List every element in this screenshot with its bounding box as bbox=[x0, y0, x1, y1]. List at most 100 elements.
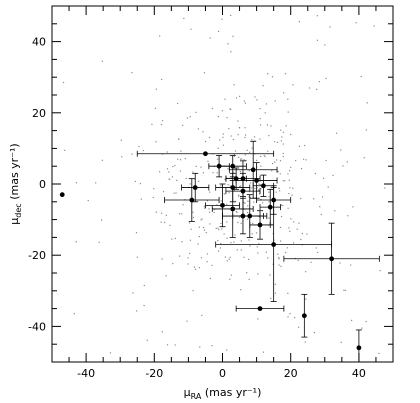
background-star bbox=[305, 271, 307, 273]
data-point bbox=[254, 178, 259, 183]
background-star bbox=[347, 215, 349, 217]
background-star bbox=[384, 187, 386, 189]
background-star bbox=[171, 238, 173, 240]
background-star bbox=[361, 327, 363, 329]
background-star bbox=[304, 144, 306, 147]
background-star bbox=[237, 120, 239, 122]
background-star bbox=[222, 144, 225, 146]
background-star bbox=[296, 228, 298, 230]
background-star bbox=[279, 160, 282, 162]
background-star bbox=[274, 100, 276, 102]
background-star bbox=[206, 200, 209, 202]
background-star bbox=[189, 239, 191, 241]
background-star bbox=[287, 316, 289, 318]
background-star bbox=[216, 172, 218, 174]
background-star bbox=[226, 237, 228, 239]
background-star bbox=[329, 26, 331, 28]
background-star bbox=[152, 196, 154, 199]
background-star bbox=[285, 125, 287, 127]
background-star bbox=[248, 239, 250, 241]
background-star bbox=[282, 204, 284, 207]
background-star bbox=[313, 331, 315, 334]
background-star bbox=[177, 158, 179, 160]
background-star bbox=[257, 252, 259, 254]
background-star bbox=[179, 159, 182, 161]
y-tick-label: -40 bbox=[28, 320, 46, 333]
background-star bbox=[282, 131, 284, 133]
background-star bbox=[279, 240, 282, 242]
background-star bbox=[272, 263, 274, 265]
data-point bbox=[240, 188, 246, 194]
background-star bbox=[138, 145, 140, 148]
data-point bbox=[257, 222, 263, 228]
background-star bbox=[209, 191, 211, 193]
background-star bbox=[166, 151, 168, 153]
data-point bbox=[216, 163, 222, 169]
data-point bbox=[240, 176, 246, 182]
background-star bbox=[135, 232, 138, 234]
background-star bbox=[238, 156, 240, 158]
background-star bbox=[174, 237, 176, 240]
background-star bbox=[238, 127, 241, 129]
background-star bbox=[184, 158, 186, 160]
background-star bbox=[279, 173, 281, 175]
background-star bbox=[280, 129, 282, 131]
background-star bbox=[209, 37, 211, 39]
background-star bbox=[233, 241, 235, 243]
background-star bbox=[131, 153, 133, 155]
background-star bbox=[322, 177, 325, 179]
background-star bbox=[243, 159, 245, 161]
background-star bbox=[287, 207, 289, 209]
background-star bbox=[284, 180, 286, 182]
background-star bbox=[155, 141, 157, 143]
background-star bbox=[208, 211, 211, 213]
background-star bbox=[308, 87, 311, 89]
background-star bbox=[229, 108, 231, 110]
data-point bbox=[271, 242, 277, 247]
background-star bbox=[212, 172, 214, 174]
background-star bbox=[300, 197, 302, 200]
background-star bbox=[192, 211, 194, 213]
background-star bbox=[247, 218, 249, 220]
background-star bbox=[236, 249, 238, 251]
background-star bbox=[261, 202, 264, 204]
background-star bbox=[244, 134, 247, 136]
background-star bbox=[200, 166, 202, 168]
background-star bbox=[238, 194, 240, 196]
background-star bbox=[286, 247, 288, 249]
data-point bbox=[240, 213, 246, 219]
background-star bbox=[260, 155, 262, 158]
background-star bbox=[249, 151, 251, 153]
background-star bbox=[230, 135, 232, 137]
x-tick-label: 20 bbox=[284, 367, 298, 380]
background-star bbox=[366, 102, 368, 104]
background-star bbox=[275, 191, 277, 193]
background-star bbox=[313, 198, 315, 200]
background-star bbox=[172, 262, 174, 265]
background-star bbox=[256, 99, 258, 101]
background-star bbox=[201, 314, 203, 317]
background-star bbox=[243, 201, 245, 204]
data-point bbox=[271, 197, 277, 203]
background-star bbox=[263, 154, 265, 157]
background-star bbox=[365, 129, 367, 131]
background-star bbox=[161, 212, 163, 214]
background-star bbox=[155, 211, 157, 213]
background-star bbox=[176, 179, 178, 181]
background-star bbox=[227, 184, 229, 186]
background-star bbox=[222, 136, 224, 138]
background-star bbox=[278, 187, 280, 190]
background-star bbox=[244, 202, 246, 204]
background-star bbox=[304, 341, 306, 343]
background-star bbox=[276, 159, 278, 161]
background-star bbox=[230, 241, 232, 244]
background-star bbox=[95, 182, 97, 184]
background-star bbox=[251, 139, 253, 141]
background-star bbox=[217, 115, 219, 118]
background-star bbox=[259, 184, 261, 186]
background-star bbox=[206, 253, 209, 255]
background-star bbox=[195, 111, 197, 113]
background-star bbox=[259, 107, 261, 110]
background-star bbox=[75, 241, 77, 243]
